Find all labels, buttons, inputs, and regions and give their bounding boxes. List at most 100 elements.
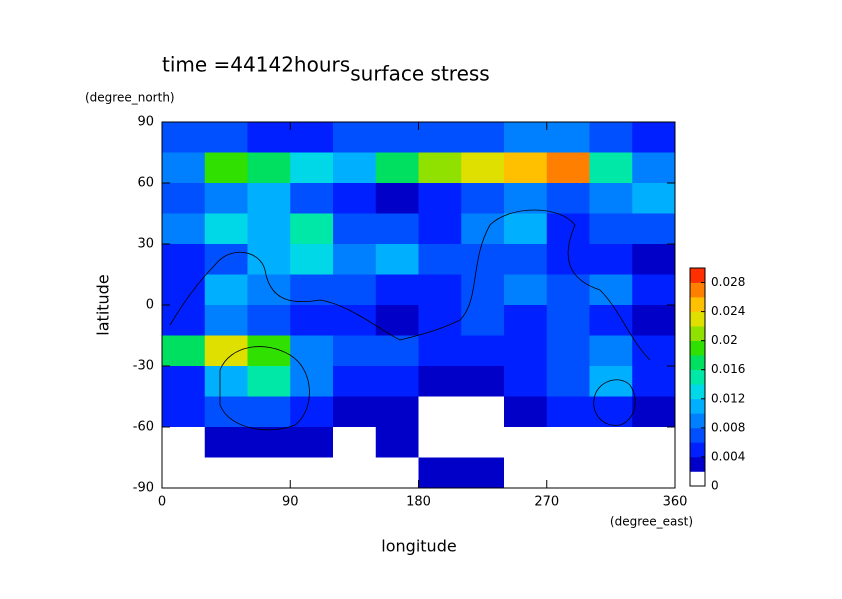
coastline	[593, 379, 636, 426]
field-cell	[461, 335, 505, 367]
field-cell	[290, 183, 334, 214]
field-cell	[333, 122, 377, 153]
field-cell	[290, 213, 334, 245]
field-cell	[375, 213, 419, 245]
colorbar-band	[690, 413, 705, 429]
field-cell	[504, 457, 548, 489]
field-cell	[589, 396, 633, 428]
field-cell	[461, 366, 505, 397]
field-cell	[333, 396, 377, 428]
colorbar-band	[690, 398, 705, 414]
field-cell	[333, 152, 377, 184]
colorbar-tick-label: 0.02	[711, 333, 738, 347]
field-cell	[204, 335, 248, 367]
field-cell	[504, 274, 548, 306]
field-cell	[162, 427, 206, 458]
colorbar-band	[690, 282, 705, 298]
field-cell	[162, 457, 206, 489]
colorbar-tick-label: 0	[711, 479, 719, 493]
field-cell	[204, 366, 248, 397]
field-cell	[504, 396, 548, 428]
coastline	[219, 346, 310, 431]
field-cell	[504, 335, 548, 367]
field-cell	[589, 274, 633, 306]
field-cell	[461, 183, 505, 214]
x-tick-label: 270	[534, 495, 559, 510]
y-tick-label: 0	[146, 298, 154, 313]
x-tick-label: 360	[663, 495, 688, 510]
x-axis-label: longitude	[381, 537, 456, 556]
field-cell	[461, 213, 505, 245]
field-cell	[204, 457, 248, 489]
field-cell	[290, 305, 334, 336]
field-cell	[589, 427, 633, 458]
field-cell	[333, 244, 377, 275]
field-cell	[333, 366, 377, 397]
field-cell	[504, 152, 548, 184]
field-cell	[461, 305, 505, 336]
field-cell	[632, 366, 676, 397]
field-cell	[589, 152, 633, 184]
field-cell	[162, 366, 206, 397]
field-cell	[333, 335, 377, 367]
colorbar-band	[690, 340, 705, 356]
field-cell	[546, 366, 590, 397]
field-cell	[247, 152, 291, 184]
colorbar-band	[690, 471, 705, 487]
field-cell	[418, 305, 462, 336]
colorbar-tick-label: 0.024	[711, 304, 745, 318]
colorbar-band	[690, 384, 705, 400]
colorbar-tick-label: 0.012	[711, 391, 745, 405]
field-cell	[546, 427, 590, 458]
field-cell	[333, 305, 377, 336]
colorbar-band	[690, 442, 705, 458]
y-unit: (degree_north)	[85, 91, 175, 105]
field-cell	[418, 427, 462, 458]
annotation: time =44142hours	[162, 53, 350, 77]
field-cell	[589, 457, 633, 489]
field-cell	[546, 152, 590, 184]
field-cell	[162, 396, 206, 428]
field-cell	[589, 244, 633, 275]
field-cell	[546, 213, 590, 245]
field-cell	[461, 427, 505, 458]
field-cell	[632, 213, 676, 245]
field-cell	[418, 152, 462, 184]
field-cell	[162, 122, 206, 153]
field-cell	[632, 122, 676, 153]
field-cell	[375, 274, 419, 306]
y-axis-label: latitude	[94, 274, 113, 335]
colorbar-band	[690, 355, 705, 371]
field-cell	[418, 366, 462, 397]
field-cell	[204, 274, 248, 306]
field-cell	[632, 396, 676, 428]
chart-title: surface stress	[350, 62, 489, 86]
field-cell	[589, 122, 633, 153]
field-cell	[162, 152, 206, 184]
field-cell	[418, 244, 462, 275]
x-tick-label: 180	[406, 495, 431, 510]
field-cell	[290, 244, 334, 275]
field-cell	[418, 274, 462, 306]
field-cell	[375, 305, 419, 336]
field-cell	[418, 213, 462, 245]
field-cell	[418, 335, 462, 367]
field-cell	[162, 335, 206, 367]
field-cell	[375, 457, 419, 489]
field-cell	[290, 427, 334, 458]
y-tick-label: 90	[137, 115, 154, 130]
field	[162, 122, 676, 489]
field-cell	[375, 396, 419, 428]
x-unit: (degree_east)	[610, 515, 693, 529]
field-cell	[375, 244, 419, 275]
field-cell	[204, 305, 248, 336]
field-cell	[333, 427, 377, 458]
colorbar-tick-label: 0.004	[711, 449, 745, 463]
field-cell	[546, 305, 590, 336]
field-cell	[247, 213, 291, 245]
field-cell	[632, 244, 676, 275]
field-cell	[504, 427, 548, 458]
colorbar-tick-label: 0.028	[711, 275, 745, 289]
y-tick-label: 30	[137, 237, 154, 252]
